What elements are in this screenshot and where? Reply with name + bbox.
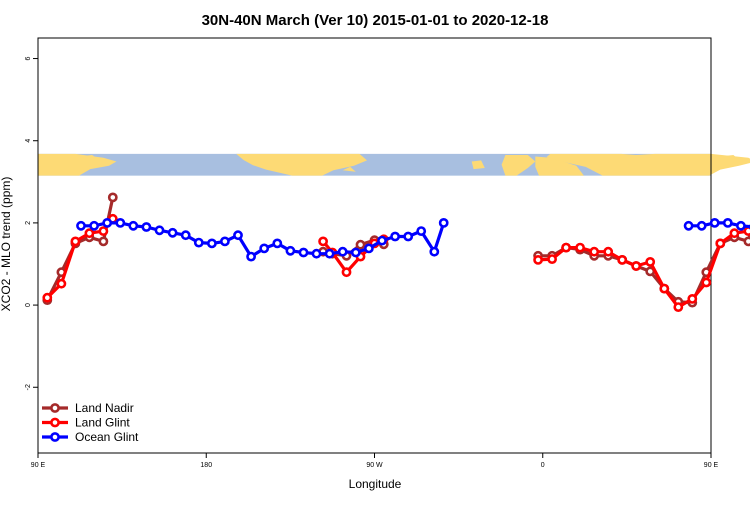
data-point-ocean-glint — [91, 222, 98, 229]
data-point-land-glint — [343, 269, 350, 276]
data-point-land-glint — [535, 256, 542, 263]
chart-title: 30N-40N March (Ver 10) 2015-01-01 to 202… — [202, 12, 549, 29]
data-point-ocean-glint — [698, 222, 705, 229]
y-tick-label: 6 — [25, 56, 32, 60]
data-point-land-glint — [633, 262, 640, 269]
legend-label-land-glint: Land Glint — [75, 416, 130, 430]
data-point-land-glint — [717, 240, 724, 247]
data-point-ocean-glint — [300, 249, 307, 256]
data-point-land-glint — [703, 279, 710, 286]
data-point-ocean-glint — [326, 250, 333, 257]
series-ocean-glint — [77, 219, 750, 260]
data-point-ocean-glint — [287, 247, 294, 254]
data-point-land-nadir — [357, 241, 364, 248]
data-point-land-glint — [619, 256, 626, 263]
data-point-ocean-glint — [77, 222, 84, 229]
y-axis-label: XCO2 - MLO trend (ppm) — [0, 177, 13, 312]
data-point-ocean-glint — [737, 222, 744, 229]
data-point-land-glint — [100, 228, 107, 235]
data-point-ocean-glint — [143, 223, 150, 230]
legend-marker-land-glint — [51, 419, 58, 426]
series-layer — [44, 194, 750, 311]
data-point-ocean-glint — [724, 219, 731, 226]
data-point-land-glint — [44, 294, 51, 301]
data-point-ocean-glint — [117, 219, 124, 226]
legend-label-ocean-glint: Ocean Glint — [75, 430, 139, 444]
data-point-land-nadir — [745, 238, 750, 245]
data-point-land-glint — [320, 238, 327, 245]
data-point-ocean-glint — [169, 229, 176, 236]
data-point-ocean-glint — [365, 245, 372, 252]
data-point-ocean-glint — [234, 232, 241, 239]
data-point-land-glint — [58, 280, 65, 287]
data-point-land-glint — [549, 256, 556, 263]
legend-marker-land-nadir — [51, 404, 58, 411]
data-point-land-glint — [577, 244, 584, 251]
data-point-ocean-glint — [313, 250, 320, 257]
data-point-ocean-glint — [182, 232, 189, 239]
y-tick-label: 4 — [25, 139, 32, 143]
data-point-ocean-glint — [431, 248, 438, 255]
data-point-land-nadir — [100, 238, 107, 245]
y-tick-label: 0 — [25, 303, 32, 307]
data-point-ocean-glint — [130, 222, 137, 229]
data-point-ocean-glint — [392, 233, 399, 240]
data-point-ocean-glint — [104, 219, 111, 226]
data-point-ocean-glint — [352, 249, 359, 256]
series-line-land-glint — [538, 219, 750, 307]
x-tick-label: 0 — [541, 462, 545, 469]
data-point-ocean-glint — [711, 219, 718, 226]
legend-label-land-nadir: Land Nadir — [75, 401, 134, 415]
data-point-land-glint — [591, 248, 598, 255]
data-point-land-glint — [647, 258, 654, 265]
data-point-ocean-glint — [378, 237, 385, 244]
x-tick-label: 90 E — [31, 462, 46, 469]
legend-marker-ocean-glint — [51, 433, 58, 440]
data-point-land-glint — [605, 248, 612, 255]
data-point-ocean-glint — [685, 222, 692, 229]
data-point-ocean-glint — [156, 227, 163, 234]
data-point-ocean-glint — [248, 253, 255, 260]
data-point-ocean-glint — [261, 245, 268, 252]
data-point-ocean-glint — [221, 238, 228, 245]
data-point-ocean-glint — [339, 248, 346, 255]
data-point-ocean-glint — [195, 239, 202, 246]
data-point-land-glint — [675, 304, 682, 311]
data-point-ocean-glint — [208, 240, 215, 247]
data-point-land-glint — [689, 295, 696, 302]
data-point-land-nadir — [109, 194, 116, 201]
data-point-ocean-glint — [405, 233, 412, 240]
data-point-ocean-glint — [274, 240, 281, 247]
data-point-land-glint — [86, 230, 93, 237]
world-map-band — [38, 154, 750, 176]
x-axis-label: Longitude — [349, 477, 402, 491]
data-point-land-glint — [72, 238, 79, 245]
x-tick-label: 90 E — [704, 462, 719, 469]
x-tick-label: 180 — [200, 462, 212, 469]
y-tick-label: 2 — [25, 221, 32, 225]
data-point-ocean-glint — [418, 228, 425, 235]
series-land-nadir — [44, 194, 750, 306]
data-point-land-glint — [745, 228, 750, 235]
data-point-ocean-glint — [440, 219, 447, 226]
data-point-land-glint — [661, 285, 668, 292]
y-tick-label: -2 — [25, 384, 32, 390]
data-point-land-glint — [563, 244, 570, 251]
data-point-land-glint — [731, 230, 738, 237]
x-tick-label: 90 W — [366, 462, 383, 469]
